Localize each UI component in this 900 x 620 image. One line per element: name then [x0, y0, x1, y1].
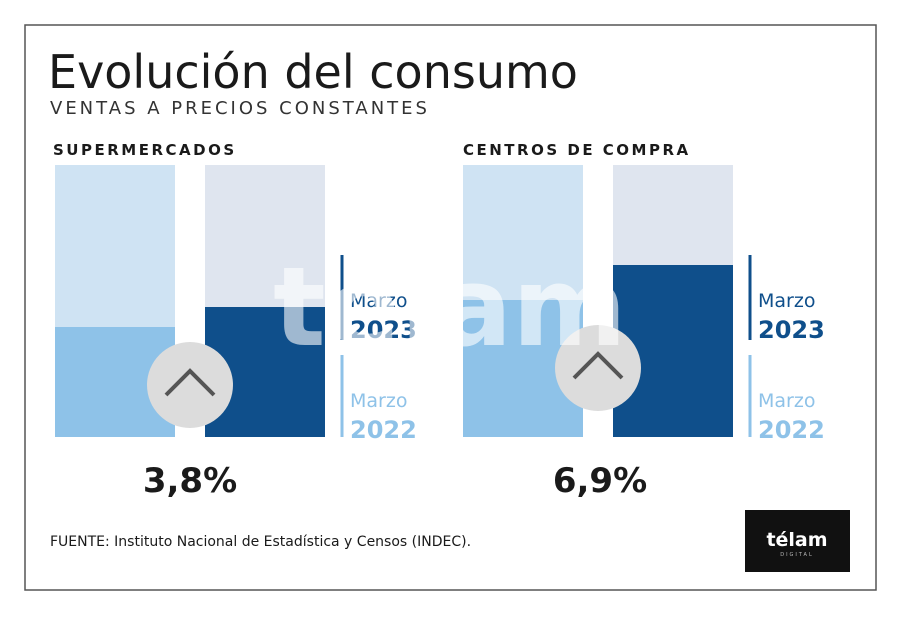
legend-month: Marzo	[350, 290, 407, 312]
watermark: télam	[273, 243, 627, 371]
source: FUENTE: Instituto Nacional de Estadístic…	[50, 534, 471, 550]
legend-month: Marzo	[758, 390, 815, 412]
change-value: 6,9%	[553, 461, 647, 501]
subtitle: VENTAS A PRECIOS CONSTANTES	[50, 98, 430, 119]
logo-sub: DIGITAL	[780, 552, 814, 558]
legend-year: 2023	[350, 316, 417, 344]
chevron	[164, 368, 216, 397]
change-value: 3,8%	[143, 461, 237, 501]
logo: télam	[766, 529, 827, 551]
up-icon	[147, 342, 233, 428]
panel-label: CENTROS DE COMPRA	[463, 141, 691, 159]
legend-year: 2022	[758, 416, 825, 444]
panel: SUPERMERCADOS Marzo 2023 Marzo 2022 3,8%	[53, 141, 417, 501]
legend-year: 2022	[350, 416, 417, 444]
panel-label: SUPERMERCADOS	[53, 141, 237, 159]
logo-box	[745, 510, 850, 572]
legend-month: Marzo	[350, 390, 407, 412]
legend-year: 2023	[758, 316, 825, 344]
up-icon	[555, 325, 641, 411]
chevron	[572, 351, 624, 380]
panel: CENTROS DE COMPRA Marzo 2023 Marzo 2022 …	[463, 141, 825, 501]
title: Evolución del consumo	[48, 45, 578, 99]
legend-month: Marzo	[758, 290, 815, 312]
